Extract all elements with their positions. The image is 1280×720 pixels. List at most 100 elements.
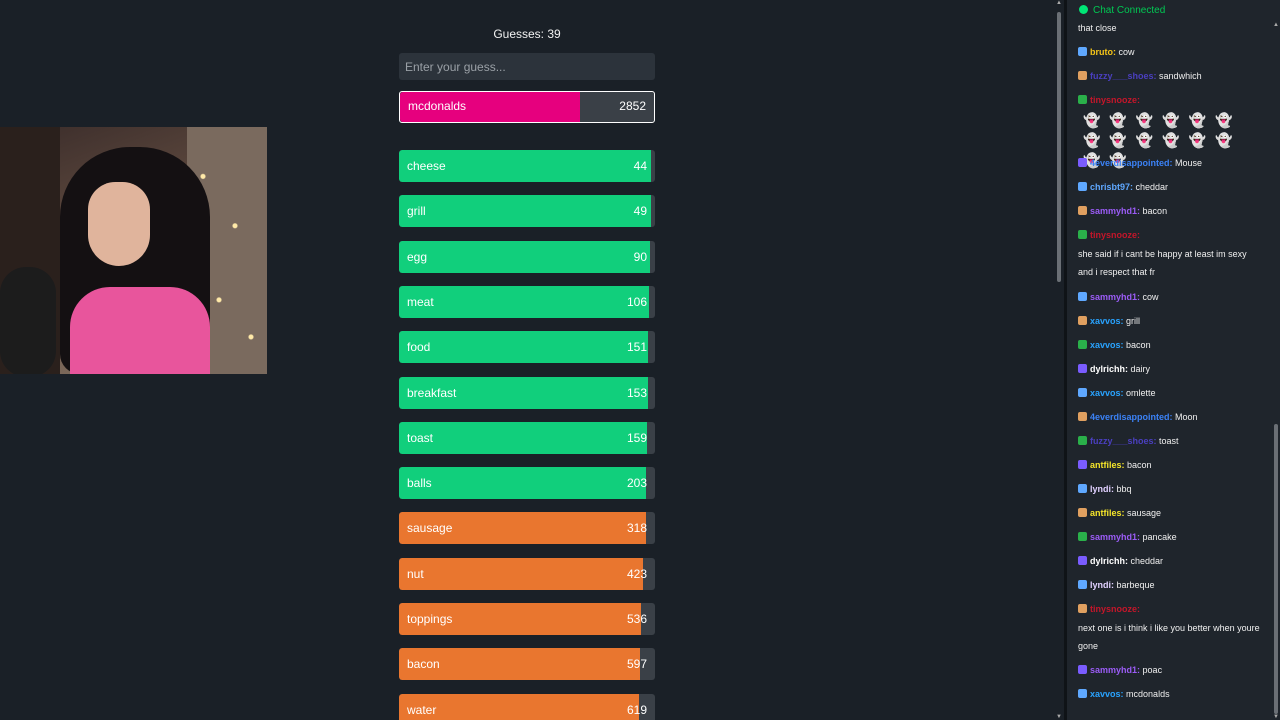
chat-username[interactable]: sammyhd1:	[1090, 532, 1141, 542]
chat-text: cheddar	[1130, 556, 1164, 566]
guess-rank: 619	[626, 702, 647, 717]
guess-bar: food 151	[399, 331, 655, 364]
microphone	[0, 267, 56, 374]
chat-text: sausage	[1127, 508, 1162, 518]
chat-message: she said if i cant be happy at least im …	[1078, 245, 1263, 281]
user-badge-icon	[1078, 364, 1087, 373]
guess-bar: sausage 318	[399, 512, 655, 545]
guess-word: toppings	[407, 612, 453, 626]
chat-username[interactable]: fuzzy___shoes:	[1090, 436, 1157, 446]
chat-message: antfiles: sausage	[1078, 504, 1263, 522]
similarity-fill	[399, 376, 648, 409]
chat-message: xavvos: grill	[1078, 312, 1263, 330]
chat-username[interactable]: sammyhd1:	[1090, 292, 1141, 302]
guess-bar: egg 90	[399, 240, 655, 273]
guess-bar: nut 423	[399, 557, 655, 590]
guess-rank: 203	[626, 476, 647, 491]
chat-text: she said if i cant be happy at least im …	[1078, 249, 1247, 277]
chat-username[interactable]: xavvos:	[1090, 316, 1124, 326]
chat-message: xavvos: bacon	[1078, 336, 1263, 354]
user-badge-icon	[1078, 508, 1087, 517]
guess-bar: toppings 536	[399, 603, 655, 635]
chat-text: dairy	[1130, 364, 1151, 374]
panel-divider[interactable]	[1064, 0, 1067, 720]
chat-message: fuzzy___shoes: sandwhich	[1078, 67, 1263, 85]
chat-username[interactable]: sammyhd1:	[1090, 206, 1141, 216]
chat-text: mcdonalds	[1126, 689, 1170, 699]
guess-bar: water 619	[399, 693, 655, 720]
guess-rank: 536	[626, 612, 647, 626]
similarity-fill	[399, 603, 641, 635]
chat-username[interactable]: xavvos:	[1090, 340, 1124, 350]
chat-username[interactable]: fuzzy___shoes:	[1090, 71, 1157, 81]
chat-scrollbar[interactable]: ▲ ▼	[1272, 22, 1280, 720]
user-badge-icon	[1078, 47, 1087, 56]
chat-username[interactable]: 4everdisappointed:	[1090, 158, 1173, 168]
chat-text: omlette	[1126, 388, 1156, 398]
chat-username[interactable]: xavvos:	[1090, 689, 1124, 699]
chat-text: bacon	[1127, 460, 1152, 470]
guess-word: sausage	[407, 521, 453, 536]
chat-username[interactable]: tinysnooze:	[1090, 604, 1141, 614]
scroll-up-icon[interactable]: ▲	[1056, 0, 1062, 6]
user-badge-icon	[1078, 460, 1087, 469]
chat-text: pancake	[1142, 532, 1177, 542]
guess-word: meat	[407, 294, 434, 309]
user-badge-icon	[1078, 95, 1087, 104]
chat-text: poac	[1142, 665, 1163, 675]
chat-username[interactable]: bruto:	[1090, 47, 1116, 57]
guess-counter: Guesses: 39	[493, 27, 561, 41]
guess-word: breakfast	[407, 385, 457, 400]
chat-text: bbq	[1116, 484, 1132, 494]
chat-username[interactable]: antfiles:	[1090, 460, 1125, 470]
page-scrollbar[interactable]: ▲ ▼	[1055, 0, 1063, 720]
chat-username[interactable]: xavvos:	[1090, 388, 1124, 398]
guess-word: toast	[407, 430, 434, 445]
user-badge-icon	[1078, 292, 1087, 301]
scroll-thumb[interactable]	[1274, 424, 1278, 714]
chat-panel: Chat Connected 👻👻👻👻👻👻👻👻👻👻👻👻👻👻 that close…	[1067, 0, 1280, 720]
streamer-face	[88, 182, 150, 266]
user-badge-icon	[1078, 580, 1087, 589]
chat-username[interactable]: dylrichh:	[1090, 364, 1129, 374]
chat-message: next one is i think i like you better wh…	[1078, 619, 1263, 655]
user-badge-icon	[1078, 71, 1087, 80]
emote-row: 👻👻👻👻👻👻👻👻👻👻👻👻👻👻	[1083, 112, 1242, 168]
guess-rank: 106	[626, 294, 647, 309]
guess-bar: balls 203	[399, 467, 655, 500]
chat-username[interactable]: chrisbt97:	[1090, 182, 1134, 192]
chat-username[interactable]: sammyhd1:	[1090, 665, 1141, 675]
guess-rank: 159	[626, 430, 647, 445]
scroll-up-icon[interactable]: ▲	[1273, 22, 1279, 28]
scroll-thumb[interactable]	[1057, 12, 1061, 282]
streamer-shirt	[70, 287, 210, 374]
user-badge-icon	[1078, 340, 1087, 349]
similarity-fill	[399, 693, 640, 720]
scroll-down-icon[interactable]: ▼	[1273, 714, 1279, 720]
user-badge-icon	[1078, 182, 1087, 191]
guess-word: balls	[407, 476, 432, 491]
chat-username[interactable]: tinysnooze:	[1090, 95, 1141, 105]
chat-username[interactable]: tinysnooze:	[1090, 230, 1141, 240]
similarity-fill	[399, 331, 648, 364]
chat-text: Mouse	[1175, 158, 1203, 168]
guess-bar: breakfast 153	[399, 376, 655, 409]
chat-message: sammyhd1: bacon	[1078, 202, 1263, 220]
chat-username[interactable]: antfiles:	[1090, 508, 1125, 518]
user-badge-icon	[1078, 484, 1087, 493]
chat-username[interactable]: lyndi:	[1090, 580, 1114, 590]
chat-username[interactable]: 4everdisappointed:	[1090, 412, 1173, 422]
chat-message: that close	[1078, 19, 1263, 37]
guess-word: nut	[407, 566, 424, 581]
guess-bar: cheese 44	[399, 150, 655, 182]
guess-input[interactable]	[399, 53, 655, 80]
chat-message: lyndi: bbq	[1078, 480, 1263, 498]
chat-message: dylrichh: cheddar	[1078, 552, 1263, 570]
chat-text: grill	[1126, 316, 1141, 326]
guess-bar: toast 159	[399, 421, 655, 454]
chat-username[interactable]: dylrichh:	[1090, 556, 1129, 566]
scroll-down-icon[interactable]: ▼	[1056, 714, 1062, 720]
guess-rank: 2852	[619, 99, 646, 113]
chat-message: fuzzy___shoes: toast	[1078, 432, 1263, 450]
chat-username[interactable]: lyndi:	[1090, 484, 1114, 494]
